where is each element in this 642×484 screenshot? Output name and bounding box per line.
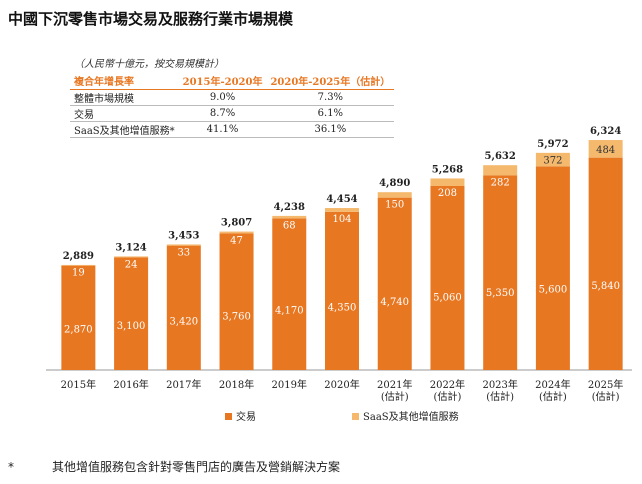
data-label-saas: 104 [332, 214, 351, 225]
x-tick-label: 2018年 [219, 378, 254, 391]
stacked-bar-chart: 2,870 19 2,889 2015年 3,100 24 3,124 2016年 3,420 3… [46, 126, 632, 423]
cagr-header: 2020年-2025年（估計） [266, 72, 395, 90]
x-tick-label: 2022年 [430, 378, 465, 391]
x-tick-label: 2016年 [113, 378, 148, 391]
cagr-value: 41.1% [178, 121, 267, 138]
data-label-saas: 47 [230, 235, 243, 246]
data-label-saas: 19 [72, 268, 85, 279]
data-label-saas: 33 [177, 248, 190, 259]
legend-label-saas: SaaS及其他增值服務 [363, 410, 459, 423]
cagr-row: 整體市場規模 9.0% 7.3% [70, 89, 395, 106]
cagr-row: 交易 8.7% 6.1% [70, 105, 395, 122]
bar-transaction [219, 233, 254, 370]
cagr-header: 複合年增長率 [70, 72, 179, 90]
cagr-label: 交易 [70, 105, 179, 122]
bar-transaction [272, 218, 307, 370]
cagr-value: 6.1% [266, 105, 395, 122]
x-tick-label: 2017年 [166, 378, 201, 391]
cagr-header: 2015年-2020年 [178, 72, 267, 90]
data-label-total: 4,454 [326, 194, 357, 205]
cagr-header-row: 複合年增長率 2015年-2020年 2020年-2025年（估計） [70, 72, 395, 90]
data-label-total: 5,268 [432, 164, 463, 175]
x-tick-label: (估計) [381, 390, 409, 403]
data-label-total: 6,324 [590, 126, 621, 137]
data-label-saas: 484 [596, 145, 615, 156]
x-tick-label: 2024年 [535, 378, 570, 391]
data-label-transaction: 5,350 [486, 288, 515, 299]
cagr-value: 9.0% [178, 89, 267, 106]
data-label-total: 3,124 [115, 242, 146, 253]
bar-saas [588, 140, 623, 158]
bar-saas [325, 208, 359, 212]
legend-swatch-saas [352, 413, 359, 420]
data-label-total: 2,889 [63, 251, 94, 262]
bar-saas [535, 152, 570, 167]
bar-transaction [430, 186, 465, 370]
x-tick-label: 2025年 [588, 378, 623, 391]
legend-swatch-transaction [225, 413, 232, 420]
x-tick-label: 2021年 [377, 378, 412, 391]
x-tick-label: (估計) [434, 390, 462, 403]
x-tick-label: 2019年 [272, 378, 307, 391]
data-label-transaction: 5,600 [539, 285, 568, 296]
footnote: * 其他增值服務包含針對零售門店的廣告及營銷解決方案 [8, 458, 340, 475]
bar-saas [166, 244, 201, 246]
data-label-transaction: 3,100 [117, 321, 146, 332]
cagr-table: 複合年增長率 2015年-2020年 2020年-2025年（估計） 整體市場規… [70, 72, 395, 138]
bar-transaction [535, 166, 570, 370]
x-tick-label: (估計) [539, 390, 567, 403]
cagr-row: SaaS及其他增值服務* 41.1% 36.1% [70, 121, 395, 138]
bar-saas [219, 231, 254, 234]
cagr-label: 整體市場規模 [70, 89, 179, 106]
bar-saas [61, 264, 96, 266]
data-label-transaction: 4,170 [275, 305, 304, 316]
x-tick-label: 2015年 [61, 378, 96, 391]
bar-saas [483, 165, 518, 176]
x-tick-label: (估計) [592, 390, 620, 403]
data-label-transaction: 5,840 [591, 281, 620, 292]
bar-saas [272, 215, 307, 219]
cagr-value: 8.7% [178, 105, 267, 122]
x-tick-label: 2023年 [482, 378, 517, 391]
x-tick-label: (估計) [486, 390, 514, 403]
data-label-saas: 68 [283, 220, 296, 231]
footnote-text: 其他增值服務包含針對零售門店的廣告及營銷解決方案 [52, 460, 341, 474]
x-tick-label: 2020年 [324, 378, 359, 391]
data-label-saas: 372 [543, 156, 562, 167]
legend-label-transaction: 交易 [236, 410, 256, 423]
bar-transaction [377, 197, 412, 370]
bar-transaction [166, 245, 201, 370]
bar-saas [114, 256, 149, 258]
data-label-saas: 282 [491, 177, 510, 188]
data-label-saas: 150 [385, 200, 404, 211]
data-label-saas: 208 [438, 188, 457, 199]
data-label-total: 5,972 [537, 139, 568, 150]
data-label-transaction: 2,870 [64, 324, 93, 335]
unit-note: （人民幣十億元，按交易規模計） [74, 59, 224, 70]
bar-transaction [114, 257, 149, 370]
data-label-transaction: 4,350 [328, 303, 357, 314]
data-label-transaction: 3,760 [222, 311, 251, 322]
cagr-value: 36.1% [266, 121, 395, 138]
bar-transaction [61, 265, 96, 370]
bar-transaction [588, 157, 623, 370]
data-label-total: 4,238 [274, 202, 305, 213]
data-label-transaction: 5,060 [433, 292, 462, 303]
bar-transaction [483, 175, 518, 370]
bar-saas [377, 192, 412, 198]
data-label-transaction: 4,740 [380, 297, 409, 308]
data-label-total: 4,890 [379, 178, 410, 189]
data-label-transaction: 3,420 [169, 316, 198, 327]
cagr-value: 7.3% [266, 89, 395, 106]
cagr-label: SaaS及其他增值服務* [70, 121, 179, 138]
bar-transaction [325, 211, 359, 370]
chart-title: 中國下沉零售市場交易及服務行業市場規模 [8, 10, 294, 28]
data-label-total: 3,807 [221, 218, 252, 229]
data-label-saas: 24 [125, 259, 138, 270]
data-label-total: 5,632 [485, 151, 516, 162]
data-label-total: 3,453 [168, 230, 199, 241]
footnote-marker: * [8, 460, 14, 474]
bar-saas [430, 178, 465, 186]
